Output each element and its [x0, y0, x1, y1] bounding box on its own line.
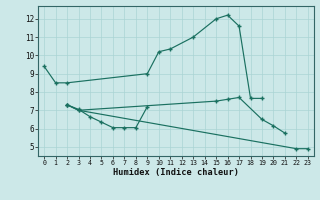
X-axis label: Humidex (Indice chaleur): Humidex (Indice chaleur) [113, 168, 239, 177]
